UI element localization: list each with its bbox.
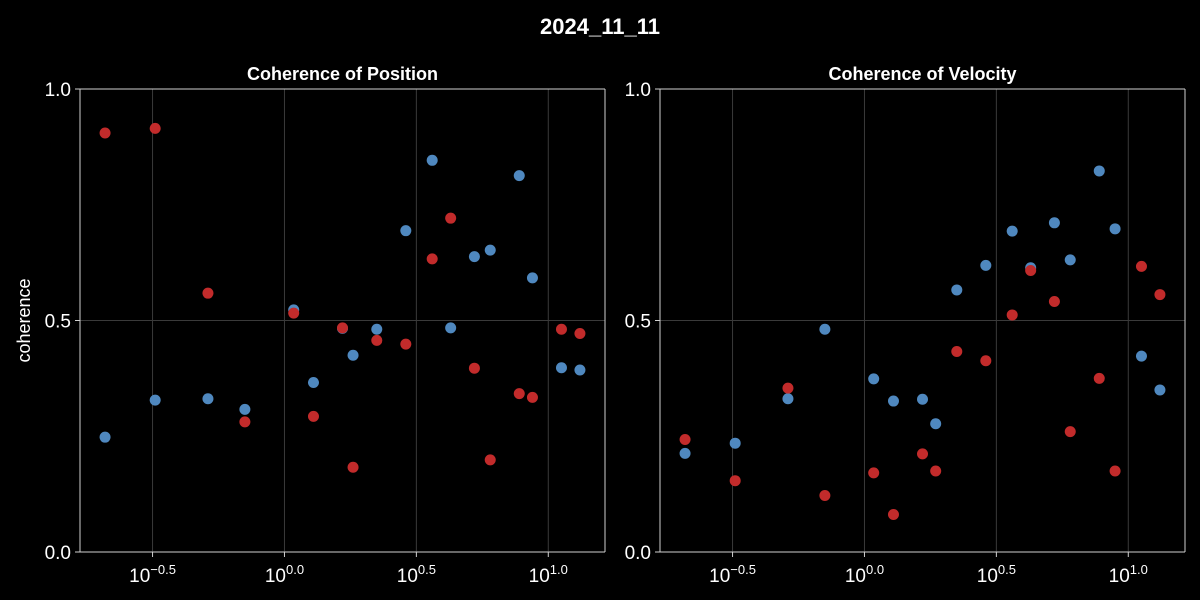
blue-data-point (526, 272, 538, 284)
red-data-point (1025, 264, 1037, 276)
blue-data-point (99, 431, 111, 443)
red-data-point (1064, 426, 1076, 438)
panel-1: 0.0 0.5 1.0 10−0.5 100.0 100.5 101.0 Coherence … (14, 64, 606, 587)
blue-data-point (1093, 165, 1105, 177)
blue-data-point (426, 154, 438, 166)
x-tick-label: 100.5 (977, 562, 1016, 587)
blue-data-point (307, 377, 319, 389)
red-data-point (484, 454, 496, 466)
x-tick-label: 10−0.5 (129, 562, 176, 587)
red-data-point (917, 448, 928, 460)
blue-data-point (1109, 223, 1121, 235)
red-data-point (426, 253, 438, 265)
blue-data-point (887, 395, 899, 407)
blue-data-point (371, 323, 383, 335)
x-tick-label: 10−0.5 (709, 562, 756, 587)
red-data-point (1135, 260, 1147, 272)
blue-data-point (868, 373, 880, 385)
blue-data-point (468, 251, 480, 263)
red-data-point (307, 410, 319, 422)
red-data-point (887, 508, 899, 520)
red-data-point (149, 122, 161, 134)
red-data-point (1093, 372, 1105, 384)
y-tick-label: 1.0 (625, 80, 651, 101)
red-data-point (202, 287, 214, 299)
red-data-point (468, 362, 480, 374)
blue-data-point (819, 323, 831, 335)
y-tick-label: 1.0 (45, 80, 71, 101)
blue-data-point (930, 418, 942, 430)
red-data-point (239, 416, 251, 428)
blue-data-point (729, 437, 741, 449)
red-data-point (729, 475, 741, 487)
y-tick-label: 0.5 (625, 312, 651, 333)
blue-data-point (149, 394, 161, 406)
red-data-point (513, 388, 525, 400)
red-data-point (1048, 296, 1060, 308)
red-data-point (951, 346, 963, 358)
figure-title: 2024_11_11 (540, 14, 660, 39)
red-data-point (1006, 309, 1018, 321)
red-data-point (99, 127, 111, 139)
x-tick-label: 101.0 (1109, 562, 1148, 587)
red-data-point (400, 338, 412, 350)
y-tick-label: 0.0 (45, 543, 71, 564)
blue-data-point (347, 349, 359, 361)
x-tick-label: 100.0 (845, 562, 884, 587)
red-data-point (679, 433, 691, 445)
blue-data-point (239, 403, 251, 415)
red-data-point (526, 391, 538, 403)
blue-data-point (1064, 254, 1076, 266)
blue-data-point (1048, 217, 1060, 229)
red-data-point (347, 461, 359, 473)
blue-data-point (951, 284, 963, 296)
blue-data-point (400, 225, 412, 237)
red-data-point (288, 307, 300, 319)
blue-data-point (555, 362, 567, 374)
red-data-point (1154, 289, 1166, 301)
y-tick-label: 0.5 (45, 312, 71, 333)
red-data-point (555, 323, 567, 335)
red-data-point (930, 465, 942, 477)
x-tick-label: 101.0 (529, 562, 568, 587)
red-data-point (337, 322, 348, 334)
blue-data-point (484, 244, 496, 256)
panel-title: Coherence of Position (247, 64, 438, 84)
x-tick-label: 100.5 (397, 562, 436, 587)
red-data-point (819, 490, 831, 502)
blue-data-point (980, 259, 992, 271)
red-data-point (1109, 465, 1121, 477)
panel-2: 0.0 0.5 1.0 10−0.5 100.0 100.5 101.0 Coherence … (625, 64, 1186, 587)
blue-data-point (917, 393, 928, 405)
blue-data-point (445, 322, 457, 334)
blue-data-point (202, 393, 214, 405)
y-axis-label: coherence (14, 278, 34, 362)
red-data-point (445, 212, 457, 224)
blue-data-point (1154, 384, 1166, 396)
blue-data-point (513, 170, 525, 182)
x-tick-label: 100.0 (265, 562, 304, 587)
blue-data-point (1135, 350, 1147, 362)
red-data-point (782, 382, 794, 394)
blue-data-point (1006, 225, 1018, 237)
blue-data-point (679, 447, 691, 459)
blue-data-point (782, 393, 794, 405)
blue-data-point (574, 364, 586, 376)
y-tick-label: 0.0 (625, 543, 651, 564)
red-data-point (574, 327, 586, 339)
red-data-point (371, 334, 383, 346)
red-data-point (980, 355, 992, 367)
panel-title: Coherence of Velocity (828, 64, 1016, 84)
red-data-point (868, 467, 880, 479)
